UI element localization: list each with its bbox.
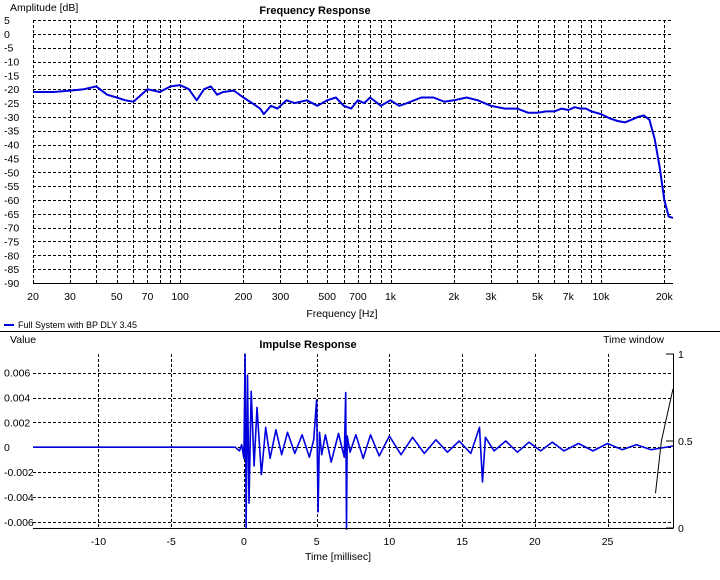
- fr-y-tick-label: 5: [4, 15, 10, 27]
- fr-y-tick-label: -45: [4, 153, 19, 165]
- fr-x-tick-label: 50: [111, 291, 123, 303]
- fr-x-tick-label: 700: [349, 291, 367, 303]
- ir-x-tick-label: 5: [314, 536, 320, 548]
- fr-x-tick-label: 100: [171, 291, 189, 303]
- fr-y-tick-label: -30: [4, 112, 19, 124]
- ir-y2-tick-label: 0: [678, 523, 684, 535]
- ir-x-tick-label: 20: [529, 536, 541, 548]
- ir-chart-title: Impulse Response: [259, 339, 356, 351]
- fr-series-line: [33, 84, 674, 219]
- ir-series-line: [33, 353, 674, 531]
- ir-x-tick-label: 0: [241, 536, 247, 548]
- fr-y-tick-label: -10: [4, 57, 19, 69]
- frequency-response-panel: Amplitude [dB] Frequency Response 50-5-1…: [4, 2, 674, 330]
- fr-x-tick-label: 30: [64, 291, 76, 303]
- fr-y-tick-label: -35: [4, 126, 19, 138]
- ir-y-tick-label: -0.004: [4, 492, 34, 504]
- ir-series-lines: [33, 353, 674, 531]
- fr-gridlines: [33, 20, 673, 284]
- fr-x-tick-label: 1k: [385, 291, 397, 303]
- fr-y-tick-label: -60: [4, 195, 19, 207]
- fr-y-tick-label: -5: [4, 43, 13, 55]
- fr-y-tick-label: -25: [4, 98, 19, 110]
- ir-y-tick-label: 0.004: [4, 393, 30, 405]
- fr-x-axis-label: Frequency [Hz]: [306, 308, 377, 320]
- ir-y-tick-label: 0: [4, 442, 10, 454]
- fr-x-tick-label: 3k: [485, 291, 497, 303]
- fr-y-tick-label: -40: [4, 140, 19, 152]
- fr-y-tick-label: -65: [4, 209, 19, 221]
- fr-y-tick-label: -85: [4, 264, 19, 276]
- fr-y-axis-label: Amplitude [dB]: [10, 2, 78, 14]
- ir-x-tick-label: 15: [456, 536, 468, 548]
- fr-y-tick-label: -20: [4, 84, 19, 96]
- fr-chart-title: Frequency Response: [259, 5, 370, 17]
- fr-y-tick-label: -75: [4, 236, 19, 248]
- fr-y-tick-label: -70: [4, 223, 19, 235]
- impulse-response-panel: Value Impulse Response Time window -10 -5…: [4, 334, 693, 563]
- ir-tick-labels: -10 -5 0 5 10 15 20 250.0060.0040.0020-0.002-0.…: [4, 349, 693, 548]
- fr-series-lines: [33, 84, 674, 219]
- ir-y2-axis-label: Time window: [603, 334, 664, 346]
- fr-legend-entry: Full System with BP DLY 3.45: [18, 320, 137, 330]
- fr-plot-area: [33, 20, 673, 283]
- ir-y-tick-label: -0.006: [4, 517, 34, 529]
- fr-y-tick-label: 0: [4, 29, 10, 41]
- ir-y2-tick-label: 0.5: [678, 436, 693, 448]
- fr-legend: Full System with BP DLY 3.45: [4, 320, 137, 330]
- ir-y-tick-label: -0.002: [4, 467, 34, 479]
- ir-y2-tick-label: 1: [678, 349, 684, 361]
- fr-tick-labels: 50-5-10-15-20-25-30-35-40-45-50-55-60-65…: [4, 15, 674, 303]
- fr-x-tick-label: 5k: [532, 291, 544, 303]
- fr-x-tick-label: 2k: [448, 291, 460, 303]
- ir-y-tick-label: 0.006: [4, 368, 30, 380]
- ir-x-axis-label: Time [millisec]: [305, 551, 371, 563]
- fr-x-tick-label: 7k: [563, 291, 575, 303]
- ir-x-tick-label: 25: [602, 536, 614, 548]
- fr-x-tick-label: 10k: [592, 291, 610, 303]
- fr-x-tick-label: 300: [272, 291, 290, 303]
- fr-y-tick-label: -50: [4, 167, 19, 179]
- fr-x-tick-label: 500: [318, 291, 336, 303]
- ir-y-axis-label: Value: [10, 334, 36, 346]
- fr-x-tick-label: 70: [142, 291, 154, 303]
- ir-x-tick-label: 10: [384, 536, 396, 548]
- fr-x-tick-label: 20k: [656, 291, 674, 303]
- ir-time-window-line: [655, 388, 674, 494]
- fr-y-tick-label: -55: [4, 181, 19, 193]
- ir-x-tick-label: -10: [91, 536, 106, 548]
- fr-y-tick-label: -90: [4, 278, 19, 290]
- fr-x-tick-label: 200: [235, 291, 253, 303]
- ir-x-tick-label: -5: [167, 536, 176, 548]
- ir-y-tick-label: 0.002: [4, 417, 30, 429]
- fr-x-tick-label: 20: [27, 291, 39, 303]
- fr-y-tick-label: -15: [4, 70, 19, 82]
- fr-y-tick-label: -80: [4, 250, 19, 262]
